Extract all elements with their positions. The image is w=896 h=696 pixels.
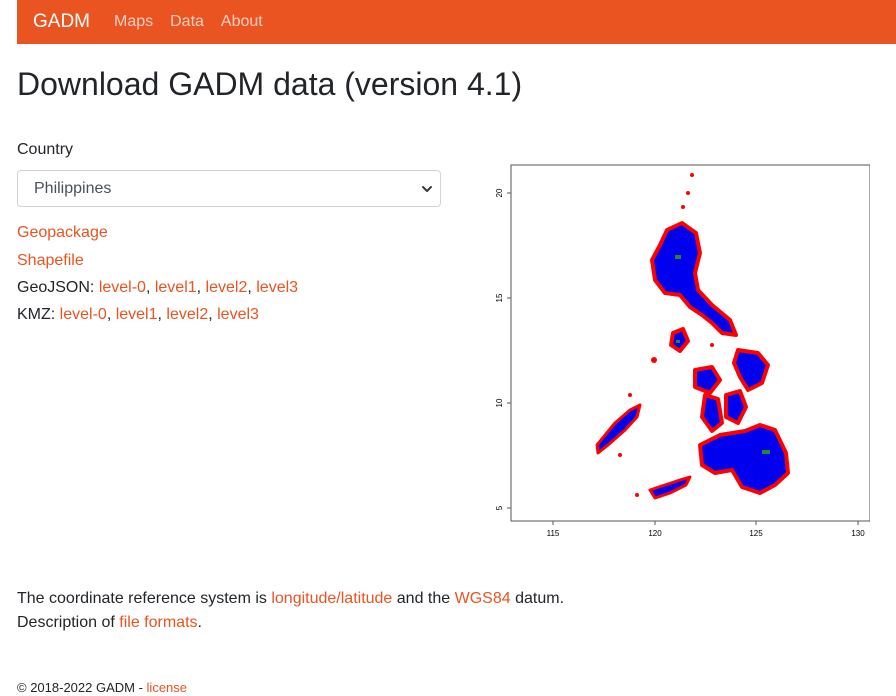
geojson-level3-link[interactable]: level3 xyxy=(256,279,299,296)
kmz-row: KMZ: level-0, level1, level2, level3 xyxy=(17,306,259,323)
kmz-level3-link[interactable]: level3 xyxy=(217,306,259,323)
country-label: Country xyxy=(17,141,74,158)
copyright-text: © 2018-2022 GADM - xyxy=(17,680,143,695)
geopackage-row: Geopackage xyxy=(17,224,108,242)
page-title: Download GADM data (version 4.1) xyxy=(17,66,523,102)
x-tick: 125 xyxy=(749,529,763,538)
y-tick: 15 xyxy=(495,293,504,302)
crs-middle: and the xyxy=(396,590,451,607)
geojson-row: GeoJSON: level-0, level1, level2, level3 xyxy=(17,279,299,296)
lonlat-link[interactable]: longitude/latitude xyxy=(271,590,393,607)
nav-maps[interactable]: Maps xyxy=(114,13,154,30)
formats-suffix: . xyxy=(197,614,202,631)
crs-text: The coordinate reference system is longi… xyxy=(17,590,564,608)
geojson-level2-link[interactable]: level2 xyxy=(205,279,248,296)
geopackage-link[interactable]: Geopackage xyxy=(17,224,108,241)
country-select[interactable]: Philippines xyxy=(17,170,441,207)
country-select-value: Philippines xyxy=(34,179,112,197)
map-islands xyxy=(595,221,790,500)
map-small-islands xyxy=(618,173,714,497)
map-inner-details xyxy=(675,255,770,454)
formats-text: Description of file formats. xyxy=(17,614,202,632)
country-map: 20 15 10 5 115 120 125 130 xyxy=(490,155,871,545)
copyright: © 2018-2022 GADM - license xyxy=(17,680,187,695)
navbar: GADM Maps Data About xyxy=(17,0,896,44)
kmz-level2-link[interactable]: level2 xyxy=(166,306,209,323)
x-tick: 130 xyxy=(851,529,865,538)
y-tick: 20 xyxy=(495,188,504,197)
shapefile-link[interactable]: Shapefile xyxy=(17,252,84,269)
nav-data[interactable]: Data xyxy=(170,13,204,30)
geojson-label: GeoJSON: xyxy=(17,279,95,296)
kmz-label: KMZ: xyxy=(17,306,56,323)
kmz-level1-link[interactable]: level1 xyxy=(115,306,158,323)
file-formats-link[interactable]: file formats xyxy=(119,614,198,631)
nav-about[interactable]: About xyxy=(220,13,263,30)
wgs84-link[interactable]: WGS84 xyxy=(454,590,511,607)
kmz-level-0-link[interactable]: level-0 xyxy=(59,306,107,323)
geojson-level1-link[interactable]: level1 xyxy=(154,279,197,296)
map-frame xyxy=(510,164,871,522)
brand-logo[interactable]: GADM xyxy=(33,11,90,32)
y-tick: 5 xyxy=(495,505,504,510)
license-link[interactable]: license xyxy=(146,680,188,695)
shapefile-row: Shapefile xyxy=(17,252,84,270)
crs-suffix: datum. xyxy=(515,590,565,607)
y-tick: 10 xyxy=(495,398,504,407)
chevron-down-icon xyxy=(420,182,434,196)
crs-prefix: The coordinate reference system is xyxy=(17,590,267,607)
geojson-level-0-link[interactable]: level-0 xyxy=(98,279,146,296)
x-tick: 115 xyxy=(547,529,560,538)
formats-prefix: Description of xyxy=(17,614,115,631)
x-tick: 120 xyxy=(648,529,662,538)
